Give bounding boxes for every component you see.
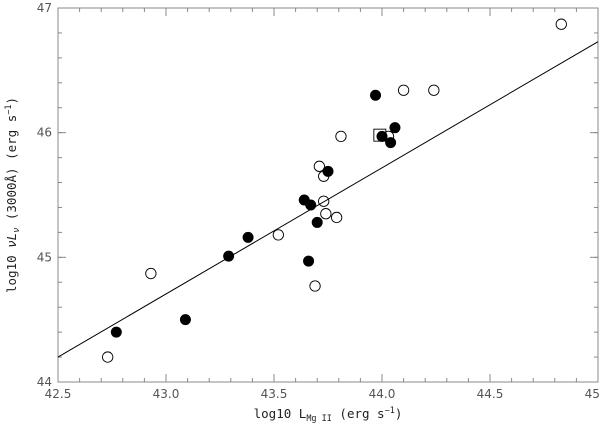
open-point xyxy=(397,84,410,96)
open-point xyxy=(272,229,284,241)
fit-line xyxy=(57,41,599,358)
open-point xyxy=(335,130,347,143)
open-point xyxy=(428,84,440,96)
x-tick-label: 44.0 xyxy=(369,387,396,401)
x-tick-label: 45.0 xyxy=(585,387,600,401)
y-axis-label-mid: (3000Å) (erg s xyxy=(4,115,19,228)
open-point xyxy=(309,280,321,292)
y-tick-label: 46 xyxy=(37,126,52,140)
tick-labels: 42.5 43.0 43.5 44.0 44.5 45.0 44 45 46 47 xyxy=(37,1,600,401)
y-axis-label-sub: ν xyxy=(12,228,22,233)
open-point xyxy=(320,208,332,220)
y-axis-label: log10 νLν (3000Å) (erg s−1) xyxy=(4,97,22,293)
square-point xyxy=(373,128,387,142)
y-tick-label: 47 xyxy=(37,1,52,15)
y-axis-label-nu: ν xyxy=(4,240,19,248)
tick-marks xyxy=(57,7,599,383)
open-point xyxy=(555,18,567,30)
filled-point xyxy=(223,250,235,262)
open-point xyxy=(330,211,343,224)
x-axis-label-prefix: log10 L xyxy=(254,406,307,421)
open-point xyxy=(313,160,326,172)
x-axis-label-sub: Mg II xyxy=(306,414,332,424)
filled-point xyxy=(242,231,254,243)
y-axis-label-sup: −1 xyxy=(4,105,14,115)
y-tick-label: 45 xyxy=(37,250,52,264)
x-axis-label: log10 LMg II (erg s−1) xyxy=(254,406,403,424)
open-point xyxy=(382,130,395,143)
y-axis-label-prefix: log10 xyxy=(4,248,19,293)
filled-point xyxy=(389,122,401,134)
filled-point xyxy=(370,89,382,101)
x-tick-label: 43.0 xyxy=(153,387,180,401)
x-axis-label-close: ) xyxy=(395,406,403,421)
filled-point xyxy=(385,137,397,149)
filled-point xyxy=(305,199,317,211)
filled-point xyxy=(179,314,191,326)
y-axis-label-close: ) xyxy=(4,97,19,105)
filled-point xyxy=(110,326,122,338)
plot-frame xyxy=(57,7,599,383)
filled-point xyxy=(311,216,323,228)
data-points xyxy=(102,18,567,363)
y-axis-label-L: L xyxy=(4,233,19,241)
open-point xyxy=(318,195,330,207)
filled-point xyxy=(303,255,315,267)
y-tick-label: 44 xyxy=(37,375,52,389)
x-tick-label: 44.5 xyxy=(477,387,504,401)
x-tick-label: 43.5 xyxy=(261,387,288,401)
x-axis-label-sup: −1 xyxy=(385,406,395,416)
x-axis-label-unit: (erg s xyxy=(332,406,385,421)
open-point xyxy=(102,351,114,363)
open-point xyxy=(318,170,330,182)
open-point xyxy=(145,267,157,280)
x-tick-label: 42.5 xyxy=(45,387,72,401)
